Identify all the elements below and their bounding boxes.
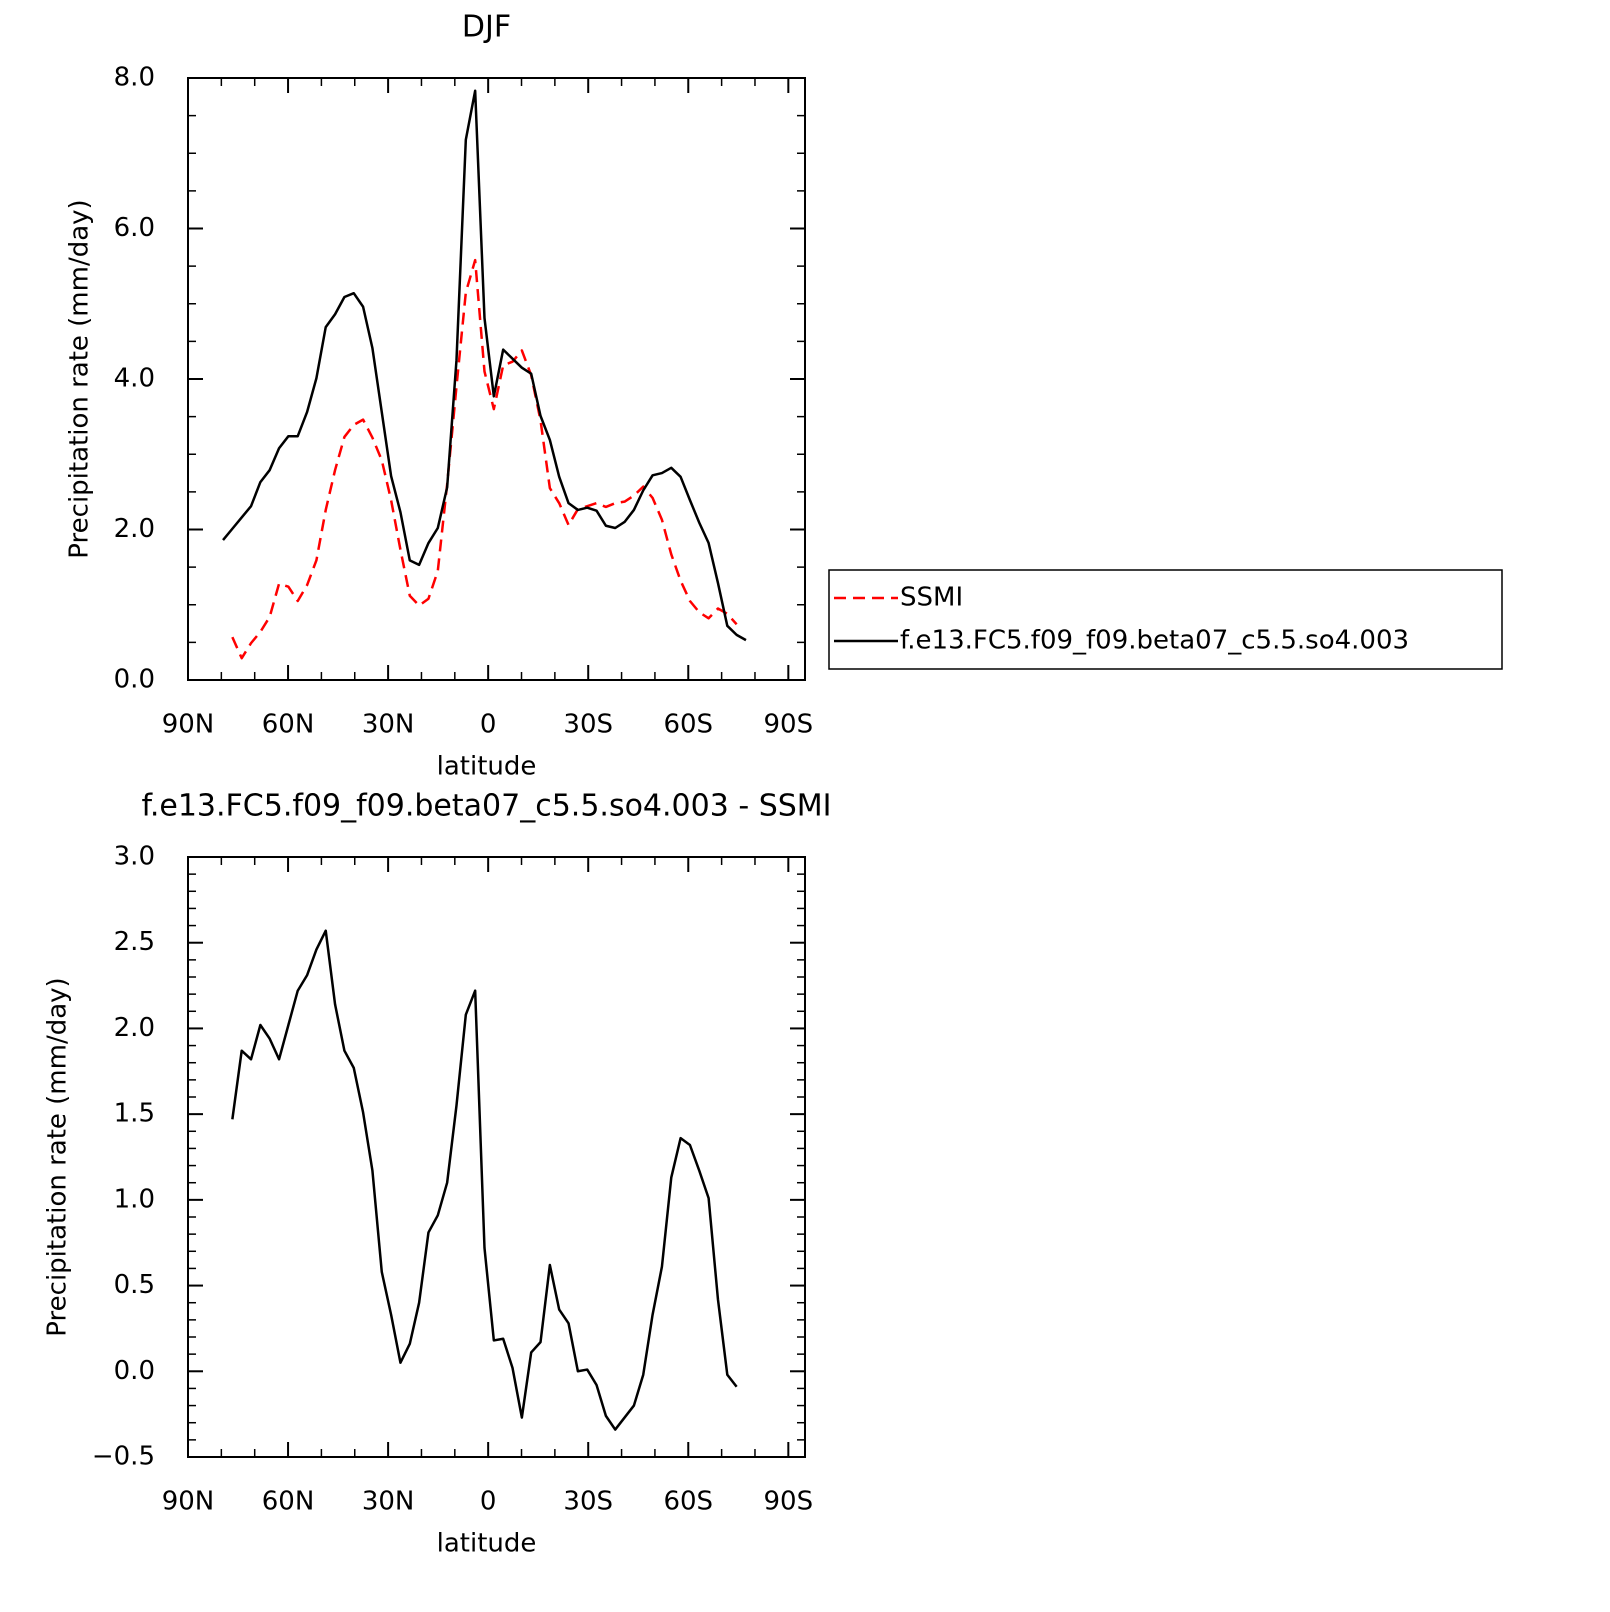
x-tick-label: 90N <box>162 710 215 740</box>
legend-label: f.e13.FC5.f09_f09.beta07_c5.5.so4.003 <box>900 626 1409 656</box>
y-tick-label: 0.0 <box>114 665 155 695</box>
x-tick-label: 60N <box>262 1487 315 1517</box>
x-tick-label: 90S <box>764 1487 814 1517</box>
y-tick-label: 0.0 <box>114 1356 155 1386</box>
y-tick-label: 8.0 <box>114 63 155 93</box>
x-tick-label: 60S <box>663 1487 713 1517</box>
y-axis-label: Precipitation rate (mm/day) <box>43 977 73 1336</box>
x-tick-label: 90N <box>162 1487 215 1517</box>
y-tick-label: 1.0 <box>114 1184 155 1214</box>
chart-title: f.e13.FC5.f09_f09.beta07_c5.5.so4.003 - … <box>141 789 831 824</box>
y-tick-label: 0.5 <box>114 1270 155 1300</box>
legend-label: SSMI <box>900 583 963 613</box>
x-tick-label: 30S <box>563 710 613 740</box>
y-tick-label: 2.0 <box>114 1013 155 1043</box>
x-tick-label: 30N <box>362 1487 415 1517</box>
x-tick-label: 90S <box>764 710 814 740</box>
y-tick-label: 6.0 <box>114 213 155 243</box>
series-line <box>231 258 738 660</box>
x-tick-label: 60S <box>663 710 713 740</box>
chart-title: DJF <box>462 10 511 45</box>
y-tick-label: 2.5 <box>114 927 155 957</box>
series-line <box>222 89 747 642</box>
y-tick-label: 2.0 <box>114 514 155 544</box>
legend-box <box>828 569 1503 670</box>
x-axis-label: latitude <box>437 1529 537 1559</box>
x-tick-label: 30N <box>362 710 415 740</box>
y-tick-label: 1.5 <box>114 1099 155 1129</box>
y-tick-label: −0.5 <box>92 1442 155 1472</box>
y-tick-label: 4.0 <box>114 364 155 394</box>
plot-frame <box>187 856 806 1458</box>
y-tick-label: 3.0 <box>114 842 155 872</box>
x-tick-label: 30S <box>563 1487 613 1517</box>
series-line <box>231 929 738 1431</box>
x-tick-label: 60N <box>262 710 315 740</box>
y-axis-label: Precipitation rate (mm/day) <box>65 199 95 558</box>
x-axis-label: latitude <box>437 752 537 782</box>
x-tick-label: 0 <box>480 710 497 740</box>
x-tick-label: 0 <box>480 1487 497 1517</box>
